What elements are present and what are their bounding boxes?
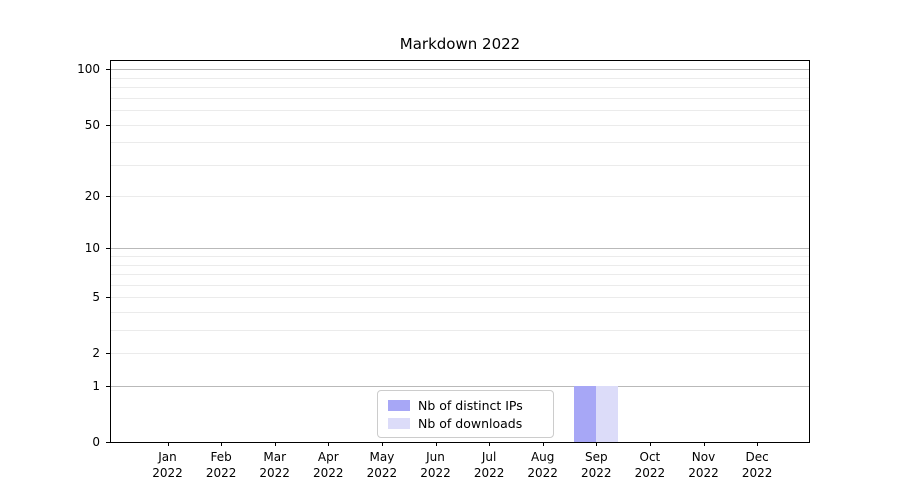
minor-gridline xyxy=(111,274,809,276)
x-tick-label: Oct 2022 xyxy=(622,449,678,481)
x-tick-year: 2022 xyxy=(581,466,612,480)
x-tick-year: 2022 xyxy=(152,466,183,480)
x-tick-year: 2022 xyxy=(366,466,398,480)
minor-gridline xyxy=(111,353,809,355)
x-tick xyxy=(703,442,705,446)
x-tick xyxy=(757,442,759,446)
minor-gridline xyxy=(111,297,809,299)
x-tick-label: Jun 2022 xyxy=(408,449,464,481)
legend-swatch-downloads xyxy=(388,417,410,429)
x-tick-month: Jul xyxy=(481,450,497,464)
y-tick xyxy=(106,353,110,355)
y-tick-label: 0 xyxy=(92,435,100,449)
y-tick xyxy=(106,442,110,443)
minor-gridline xyxy=(111,330,809,332)
x-tick-year: 2022 xyxy=(313,466,344,480)
major-gridline xyxy=(111,69,809,71)
x-tick xyxy=(381,442,383,446)
legend-swatch-distinct-ips xyxy=(388,399,410,411)
y-tick xyxy=(106,248,110,250)
y-tick-label: 1 xyxy=(92,379,100,393)
x-tick-month: Nov xyxy=(691,450,716,464)
y-tick xyxy=(106,69,110,71)
x-tick-month: Mar xyxy=(263,450,286,464)
minor-gridline xyxy=(111,196,809,198)
bar xyxy=(596,386,619,442)
x-tick-month: May xyxy=(369,450,395,464)
x-tick-label: Jul 2022 xyxy=(461,449,517,481)
x-tick-month: Aug xyxy=(530,450,555,464)
x-tick-label: Dec 2022 xyxy=(729,449,785,481)
x-tick xyxy=(328,442,330,446)
y-tick-label: 50 xyxy=(84,117,100,132)
x-tick-year: 2022 xyxy=(527,466,558,480)
x-tick-label: Mar 2022 xyxy=(247,449,303,481)
y-tick-label: 100 xyxy=(77,62,100,77)
minor-gridline xyxy=(111,256,809,258)
minor-gridline xyxy=(111,110,809,112)
x-tick-month: Dec xyxy=(745,450,769,464)
x-tick-month: Sep xyxy=(584,450,608,464)
x-tick xyxy=(649,442,651,446)
major-gridline xyxy=(111,248,809,250)
x-tick-label: Nov 2022 xyxy=(676,449,732,481)
x-tick xyxy=(596,442,598,446)
y-tick xyxy=(106,386,110,387)
chart-title: Markdown 2022 xyxy=(399,35,521,53)
legend-item-distinct-ips: Nb of distinct IPs xyxy=(388,397,543,413)
minor-gridline xyxy=(111,97,809,99)
minor-gridline xyxy=(111,77,809,79)
legend-label-distinct-ips: Nb of distinct IPs xyxy=(418,397,523,413)
x-tick-month: Jan xyxy=(158,450,177,464)
minor-gridline xyxy=(111,142,809,144)
x-tick-label: Jan 2022 xyxy=(140,449,196,481)
x-tick xyxy=(489,442,491,446)
x-tick-year: 2022 xyxy=(688,466,719,480)
x-tick-year: 2022 xyxy=(259,466,290,480)
minor-gridline xyxy=(111,312,809,313)
minor-gridline xyxy=(111,124,809,126)
y-tick-label: 5 xyxy=(92,290,100,305)
x-tick-label: Aug 2022 xyxy=(515,449,571,481)
plot-area xyxy=(110,60,810,443)
x-tick-month: Oct xyxy=(639,450,661,464)
legend-item-downloads: Nb of downloads xyxy=(388,415,543,431)
minor-gridline xyxy=(111,264,809,266)
x-tick-year: 2022 xyxy=(741,466,773,480)
y-tick-label: 2 xyxy=(92,346,100,361)
x-tick-month: Jun xyxy=(426,450,445,464)
y-tick-label: 10 xyxy=(84,241,100,256)
x-tick xyxy=(274,442,276,446)
x-tick-label: Apr 2022 xyxy=(300,449,356,481)
x-tick xyxy=(221,442,223,446)
x-tick-month: Feb xyxy=(210,450,232,464)
x-tick-year: 2022 xyxy=(634,466,666,480)
x-tick xyxy=(167,442,169,446)
x-tick-label: Sep 2022 xyxy=(568,449,624,481)
x-tick-label: Feb 2022 xyxy=(193,449,249,481)
y-tick-label: 20 xyxy=(84,189,100,204)
y-tick xyxy=(106,124,110,126)
bar xyxy=(574,386,597,442)
major-gridline xyxy=(111,386,809,387)
x-tick-year: 2022 xyxy=(473,466,505,480)
x-tick-year: 2022 xyxy=(205,466,237,480)
legend-label-downloads: Nb of downloads xyxy=(418,415,523,431)
x-tick-year: 2022 xyxy=(420,466,451,480)
x-tick xyxy=(542,442,544,446)
minor-gridline xyxy=(111,164,809,166)
x-tick-label: May 2022 xyxy=(354,449,410,481)
minor-gridline xyxy=(111,284,809,286)
x-tick-month: Apr xyxy=(317,450,339,464)
legend: Nb of distinct IPs Nb of downloads xyxy=(377,390,554,438)
y-tick xyxy=(106,196,110,198)
x-tick xyxy=(435,442,437,446)
y-tick xyxy=(106,297,110,299)
minor-gridline xyxy=(111,87,809,89)
